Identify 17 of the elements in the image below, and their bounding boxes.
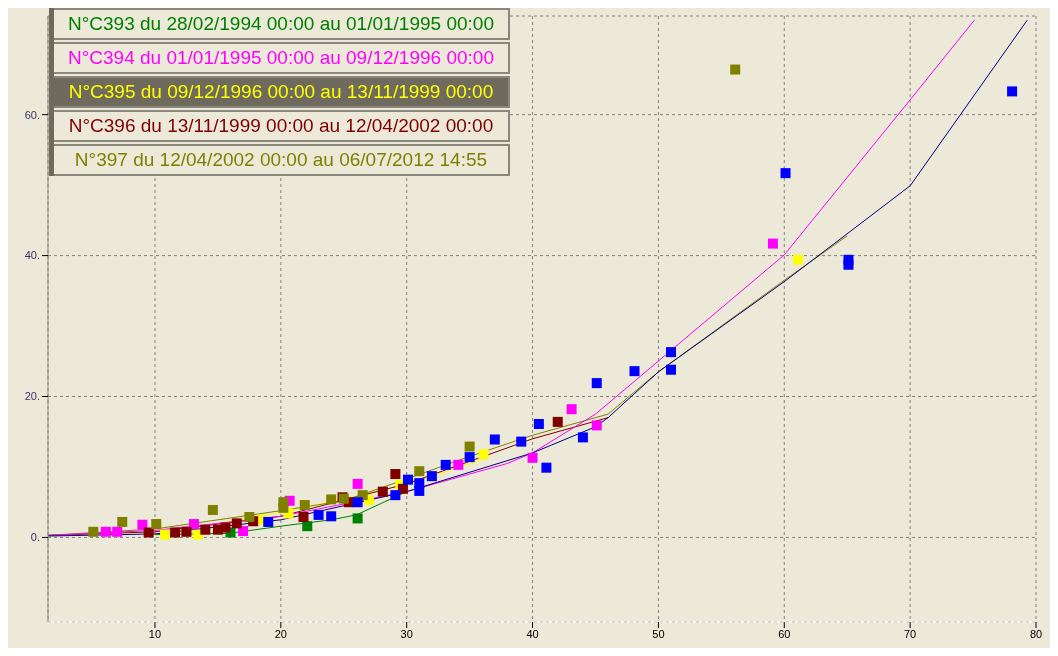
y-tick-label: 40. [24,249,40,262]
x-tick-label: 80 [1029,627,1043,640]
text: N°C393 du 28/02/1994 00:00 au 01/01/1995 00:00 [54,8,510,40]
x-tick-label: 20 [274,627,287,640]
y-tick-label: 60. [24,108,40,121]
text: N°C394 du 01/01/1995 00:00 au 09/12/1996 00:00 [54,42,510,74]
text: N°C395 du 09/12/1996 00:00 au 13/11/1999 00:00 [54,76,510,108]
text: N°397 du 12/04/2002 00:00 au 06/07/2012 14:55 [54,144,510,176]
x-tick-label: 70 [904,627,917,640]
x-tick-label: 30 [400,627,413,640]
y-tick-label: 20. [24,390,40,403]
x-tick-label: 40 [526,627,539,640]
x-tick-label: 10 [148,627,162,640]
x-tick-label: 60 [778,627,791,640]
text: N°C396 du 13/11/1999 00:00 au 12/04/2002 00:00 [54,110,510,142]
x-tick-label: 50 [652,627,665,640]
y-tick-label: 0. [30,531,40,544]
